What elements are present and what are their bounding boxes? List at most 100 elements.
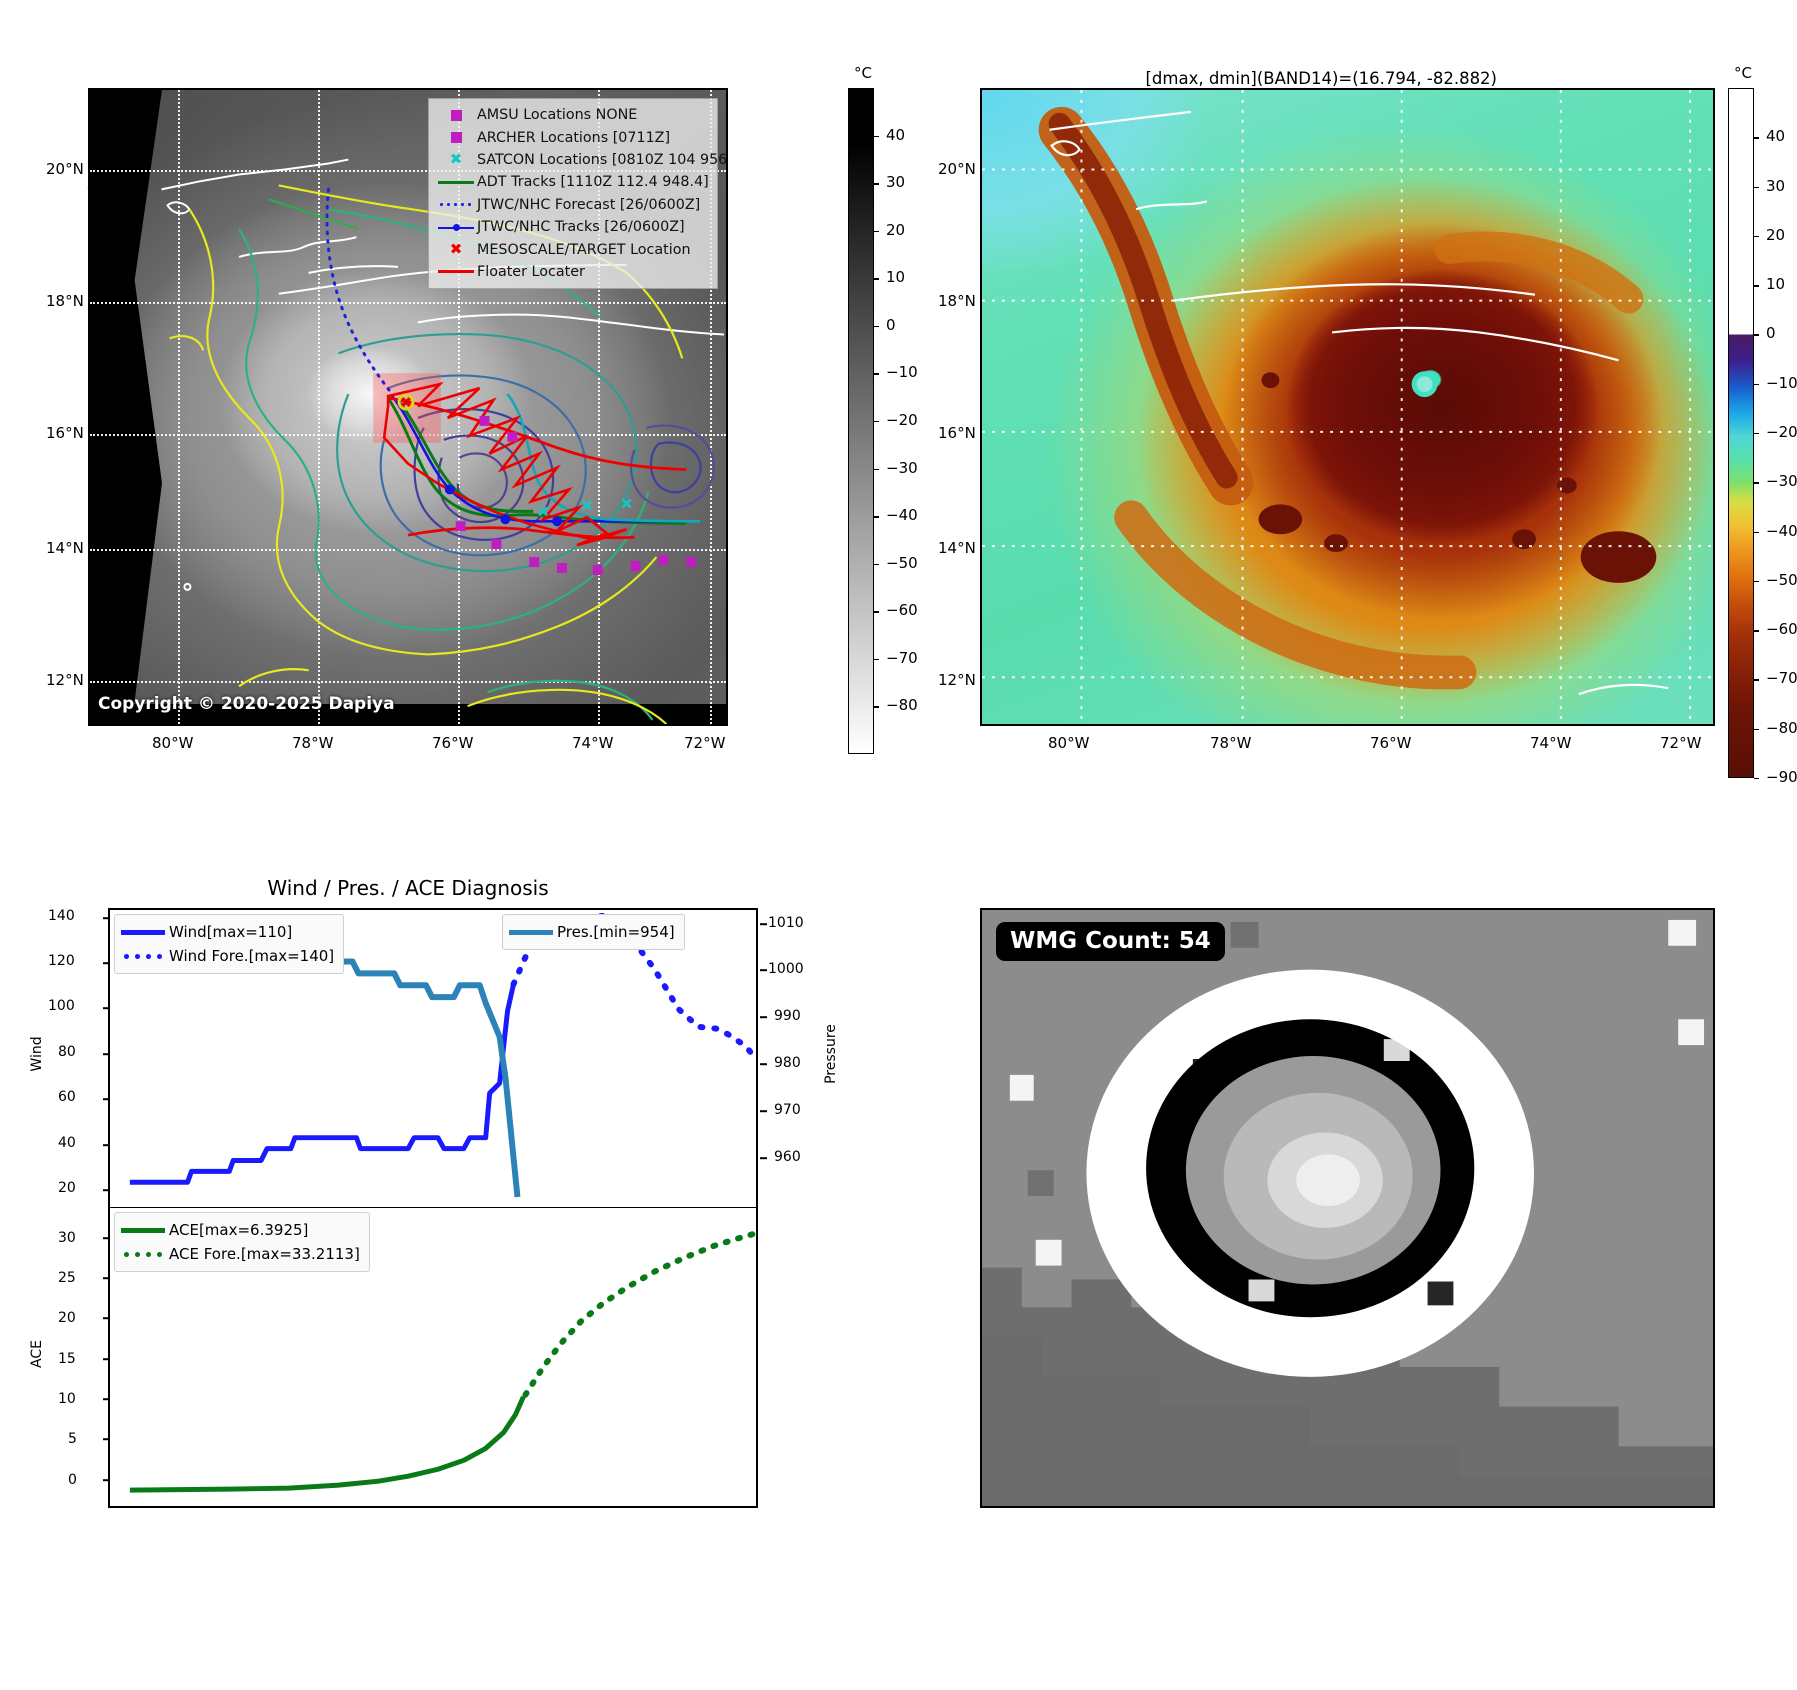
colorbar-tick-mark <box>1754 433 1759 435</box>
color-colorbar-unit: °C <box>1734 64 1752 82</box>
ace-plot <box>129 1230 756 1493</box>
legend-item-archer: ARCHER Locations [0711Z] <box>435 126 710 148</box>
colorbar-tick-label: −60 <box>886 601 918 620</box>
colorbar-tick-mark <box>874 135 879 137</box>
gridline-lon-72 <box>710 90 712 724</box>
colorbar-tick-label: −70 <box>886 648 918 667</box>
legend-label-archer: ARCHER Locations [0711Z] <box>477 129 671 146</box>
legend-item-mesoscale: ✖ MESOSCALE/TARGET Location <box>435 238 710 260</box>
ace-chart[interactable]: ACE[max=6.3925] ACE Fore.[max=33.2113] <box>103 1208 758 1508</box>
amsu-square-icon <box>435 109 477 121</box>
colorbar-tick-mark <box>1754 334 1759 336</box>
colorbar-tick-label: 0 <box>886 315 896 334</box>
series-ace <box>129 1395 526 1493</box>
pressure-ytick-990: 990 <box>774 1008 801 1024</box>
colorbar-tick-label: 0 <box>1766 324 1776 343</box>
colorbar-tick-label: −50 <box>1766 570 1797 589</box>
colorbar-tick-label: −30 <box>1766 472 1797 491</box>
legend-label-floater: Floater Locater <box>477 263 585 280</box>
legend-item-pressure: Pres.[min=954] <box>509 920 675 944</box>
color-lon-tick-72: 72°W <box>1660 734 1702 752</box>
ace-ytick-20: 20 <box>58 1310 76 1326</box>
color-lat-tick-20: 20°N <box>938 160 976 178</box>
legend-item-amsu: AMSU Locations NONE <box>435 104 710 126</box>
ace-ytick-5: 5 <box>68 1431 77 1447</box>
diagnosis-title: Wind / Pres. / ACE Diagnosis <box>267 876 549 900</box>
colorbar-tick-label: −50 <box>886 553 918 572</box>
convective-cells <box>1258 372 1657 583</box>
colorbar-tick-mark <box>1754 778 1759 780</box>
colorbar-tick-mark <box>874 468 879 470</box>
color-ir-gridlines <box>982 90 1713 724</box>
color-lon-tick-78: 78°W <box>1210 734 1252 752</box>
center-eye-marker <box>397 393 415 411</box>
wind-ytick-60: 60 <box>58 1089 76 1105</box>
colorbar-tick-label: −40 <box>1766 521 1797 540</box>
colorbar-tick-mark <box>1754 580 1759 583</box>
ir-lat-tick-20: 20°N <box>46 160 84 178</box>
gridline-lon-80 <box>178 90 180 724</box>
color-colorbar-ticks: 40 30 20 10 0 −10 −20 −30 −40 −50 −60 −70 −80 −90 <box>1728 88 1797 786</box>
colorbar-tick-mark <box>1754 531 1759 533</box>
colorbar-tick-label: 10 <box>886 268 906 287</box>
colorbar-tick-mark <box>874 278 879 280</box>
legend-label-forecast: JTWC/NHC Forecast [26/0600Z] <box>477 196 701 213</box>
colorbar-tick-mark <box>874 706 879 708</box>
color-infrared-panel[interactable] <box>980 88 1715 726</box>
ace-ytick-0: 0 <box>68 1472 77 1488</box>
ir-lat-tick-14: 14°N <box>46 539 84 557</box>
color-lat-tick-12: 12°N <box>938 671 976 689</box>
wind-legend: Wind[max=110] Wind Fore.[max=140] <box>114 914 345 974</box>
colorbar-tick-label: −70 <box>1766 669 1797 688</box>
gridline-lon-74 <box>598 90 600 724</box>
infrared-imagery-panel[interactable]: AMSU Locations NONE ARCHER Locations [07… <box>88 88 728 726</box>
color-lon-tick-80: 80°W <box>1048 734 1090 752</box>
color-lon-tick-76: 76°W <box>1370 734 1412 752</box>
colorbar-tick-label: 30 <box>1766 176 1786 195</box>
legend-item-ace: ACE[max=6.3925] <box>121 1218 360 1242</box>
ir-legend: AMSU Locations NONE ARCHER Locations [07… <box>428 98 726 290</box>
wmg-map <box>982 910 1713 1506</box>
legend-label-adt: ADT Tracks [1110Z 112.4 948.4] <box>477 174 709 191</box>
color-lat-tick-18: 18°N <box>938 292 976 310</box>
pressure-ytick-970: 970 <box>774 1102 801 1118</box>
floater-line-icon <box>435 270 477 274</box>
pressure-ytick-980: 980 <box>774 1055 801 1071</box>
legend-label-wind: Wind[max=110] <box>169 923 293 941</box>
colorbar-tick-label: 30 <box>886 173 906 192</box>
wind-ytick-40: 40 <box>58 1135 76 1151</box>
ir-data-void-bottom <box>90 704 726 724</box>
color-colorbar-gradient <box>1728 88 1754 778</box>
satcon-location-markers <box>538 498 632 517</box>
colorbar-tick-label: −10 <box>1766 373 1797 392</box>
colorbar-tick-label: 40 <box>886 125 906 144</box>
jtwc-track-nodes <box>444 484 563 527</box>
archer-square-icon <box>435 132 477 144</box>
color-lon-tick-74: 74°W <box>1530 734 1572 752</box>
forecast-dotted-icon <box>435 203 477 207</box>
colorbar-tick-mark <box>1754 383 1759 386</box>
ace-ytick-30: 30 <box>58 1230 76 1246</box>
ir-lat-tick-18: 18°N <box>46 292 84 310</box>
ace-ytick-10: 10 <box>58 1391 76 1407</box>
ace-forecast-dotted-icon <box>121 1251 169 1257</box>
wind-line-icon <box>121 929 169 935</box>
colorbar-tick-mark <box>874 563 879 566</box>
legend-item-wind-forecast: Wind Fore.[max=140] <box>121 944 334 968</box>
ir-track-overlay <box>325 187 701 575</box>
archer-location-markers <box>455 415 697 575</box>
pressure-legend: Pres.[min=954] <box>502 914 685 950</box>
legend-item-ace-forecast: ACE Fore.[max=33.2113] <box>121 1242 360 1266</box>
colorbar-tick-mark <box>874 421 879 423</box>
pressure-ytick-1010: 1010 <box>768 915 804 931</box>
ir-lat-tick-16: 16°N <box>46 424 84 442</box>
colorbar-tick-mark <box>1754 186 1759 188</box>
jtwc-nhc-forecast-track <box>325 187 394 396</box>
legend-item-jtwc-tracks: JTWC/NHC Tracks [26/0600Z] <box>435 216 710 238</box>
gridline-lat-18 <box>90 302 726 304</box>
legend-item-wind: Wind[max=110] <box>121 920 334 944</box>
wind-pressure-chart[interactable]: Wind[max=110] Wind Fore.[max=140] Pres.[… <box>103 908 767 1208</box>
colorbar-tick-label: −80 <box>1766 718 1797 737</box>
wmg-panel[interactable]: WMG Count: 54 <box>980 908 1715 1508</box>
ace-ytick-25: 25 <box>58 1270 76 1286</box>
